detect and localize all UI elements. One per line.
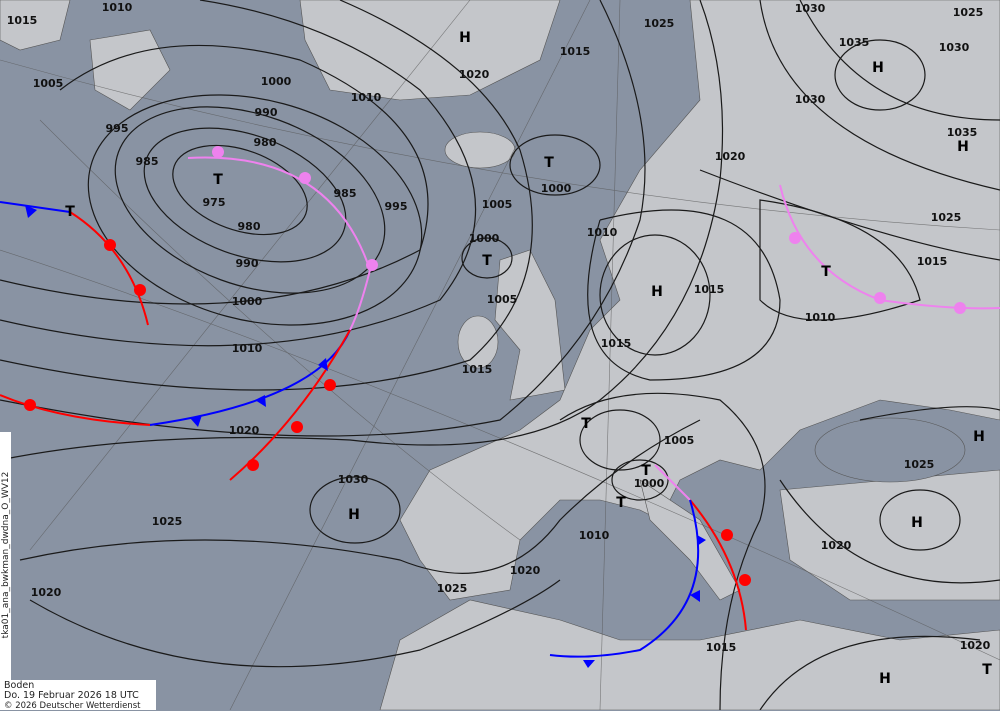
isobar-label: 1030 xyxy=(795,2,826,15)
low-pressure-center: T xyxy=(581,416,591,432)
isobar-label: 1000 xyxy=(232,295,263,308)
high-pressure-center: H xyxy=(459,30,471,46)
isobar-label: 1030 xyxy=(795,93,826,106)
copyright: © 2026 Deutscher Wetterdienst xyxy=(4,701,141,711)
isobar-label: 985 xyxy=(136,155,159,168)
high-pressure-center: H xyxy=(957,139,969,155)
isobar-label: 1025 xyxy=(152,515,183,528)
occluded-front xyxy=(187,156,372,331)
ireland xyxy=(457,315,499,369)
black-sea xyxy=(814,417,966,483)
low-pressure-center: T xyxy=(641,463,651,479)
isobar-label: 1020 xyxy=(821,539,852,552)
isobar-label: 1020 xyxy=(459,68,490,81)
product-code-strip: tka01_ana_bwkman_dwdna_O_WV12 xyxy=(0,432,11,680)
high-pressure-center: H xyxy=(973,429,985,445)
isobar-label: 1030 xyxy=(939,41,970,54)
isobar-label: 1025 xyxy=(904,458,935,471)
isobar-label: 1005 xyxy=(33,77,64,90)
isobar-label: 990 xyxy=(236,257,259,270)
europe xyxy=(399,0,1000,601)
isobar-label: 1020 xyxy=(960,639,991,652)
isobar-label: 975 xyxy=(203,196,226,209)
isobar-label: 1010 xyxy=(587,226,618,239)
high-pressure-center: H xyxy=(879,671,891,687)
isobar-label: 1035 xyxy=(839,36,870,49)
isobar-label: 1005 xyxy=(664,434,695,447)
info-box: Boden Do. 19 Februar 2026 18 UTC © 2026 … xyxy=(0,680,156,711)
valid-time: Do. 19 Februar 2026 18 UTC xyxy=(4,690,139,701)
isobar-label: 1020 xyxy=(510,564,541,577)
isobar-label: 1005 xyxy=(482,198,513,211)
isobar-label: 1025 xyxy=(644,17,675,30)
warm-front xyxy=(69,211,149,326)
africa xyxy=(379,599,1000,710)
isobar-label: 1020 xyxy=(31,586,62,599)
turkey xyxy=(779,469,1000,601)
low-pressure-center: T xyxy=(616,495,626,511)
level-label: Boden xyxy=(4,680,35,691)
isobar-label: 980 xyxy=(254,136,277,149)
isobar-label: 985 xyxy=(334,187,357,200)
arctic-islands xyxy=(0,0,171,111)
low-pressure-center: T xyxy=(65,204,75,220)
cold-front xyxy=(549,499,700,658)
isobar-label: 995 xyxy=(106,122,129,135)
cold-front xyxy=(229,329,351,481)
low-pressure-center: T xyxy=(821,264,831,280)
isobar-label: 1010 xyxy=(351,91,382,104)
isobar-label: 995 xyxy=(385,200,408,213)
italy xyxy=(639,479,741,601)
cold-front xyxy=(0,201,71,213)
low-pressure-center: T xyxy=(544,155,554,171)
occluded-front xyxy=(654,464,691,501)
isobar-label: 1035 xyxy=(947,126,978,139)
isobar-label: 1010 xyxy=(102,1,133,14)
isobar-label: 1020 xyxy=(229,424,260,437)
warm-front xyxy=(0,394,151,426)
isobar-label: 1020 xyxy=(715,150,746,163)
isobar-label: 1030 xyxy=(338,473,369,486)
low-pressure-center: T xyxy=(482,253,492,269)
high-pressure-center: H xyxy=(348,507,360,523)
front-symbols xyxy=(24,146,966,668)
isobar-label: 1000 xyxy=(541,182,572,195)
isobar-labels: 1015 1010 1005 995 985 975 980 980 990 990 1000 100… xyxy=(7,1,991,654)
low-pressure-center: T xyxy=(213,172,223,188)
isobar-label: 1015 xyxy=(917,255,948,268)
isobar-label: 1005 xyxy=(487,293,518,306)
isobar-label: 1025 xyxy=(953,6,984,19)
product-code: tka01_ana_bwkman_dwdna_O_WV12 xyxy=(1,471,11,639)
isobar-label: 1015 xyxy=(694,283,725,296)
britain xyxy=(494,249,566,401)
isobar-label: 1015 xyxy=(7,14,38,27)
isobar-label: 1015 xyxy=(560,45,591,58)
isobar-label: 1025 xyxy=(437,582,468,595)
isobar-label: 1015 xyxy=(706,641,737,654)
isobar-label: 990 xyxy=(255,106,278,119)
isobar-label: 1010 xyxy=(232,342,263,355)
isobar-label: 1000 xyxy=(261,75,292,88)
isobar-label: 980 xyxy=(238,220,261,233)
isobar-label: 1015 xyxy=(601,337,632,350)
high-pressure-center: H xyxy=(911,515,923,531)
warm-front xyxy=(689,499,747,631)
iceland xyxy=(444,131,516,169)
isobar-label: 1010 xyxy=(579,529,610,542)
high-pressure-center: H xyxy=(872,60,884,76)
low-pressure-center: T xyxy=(982,662,992,678)
isobar-label: 1000 xyxy=(634,477,665,490)
isobar-label: 1015 xyxy=(462,363,493,376)
isobar-label: 1025 xyxy=(931,211,962,224)
isobar-label: 1000 xyxy=(469,232,500,245)
isobar-label: 1010 xyxy=(805,311,836,324)
high-pressure-center: H xyxy=(651,284,663,300)
